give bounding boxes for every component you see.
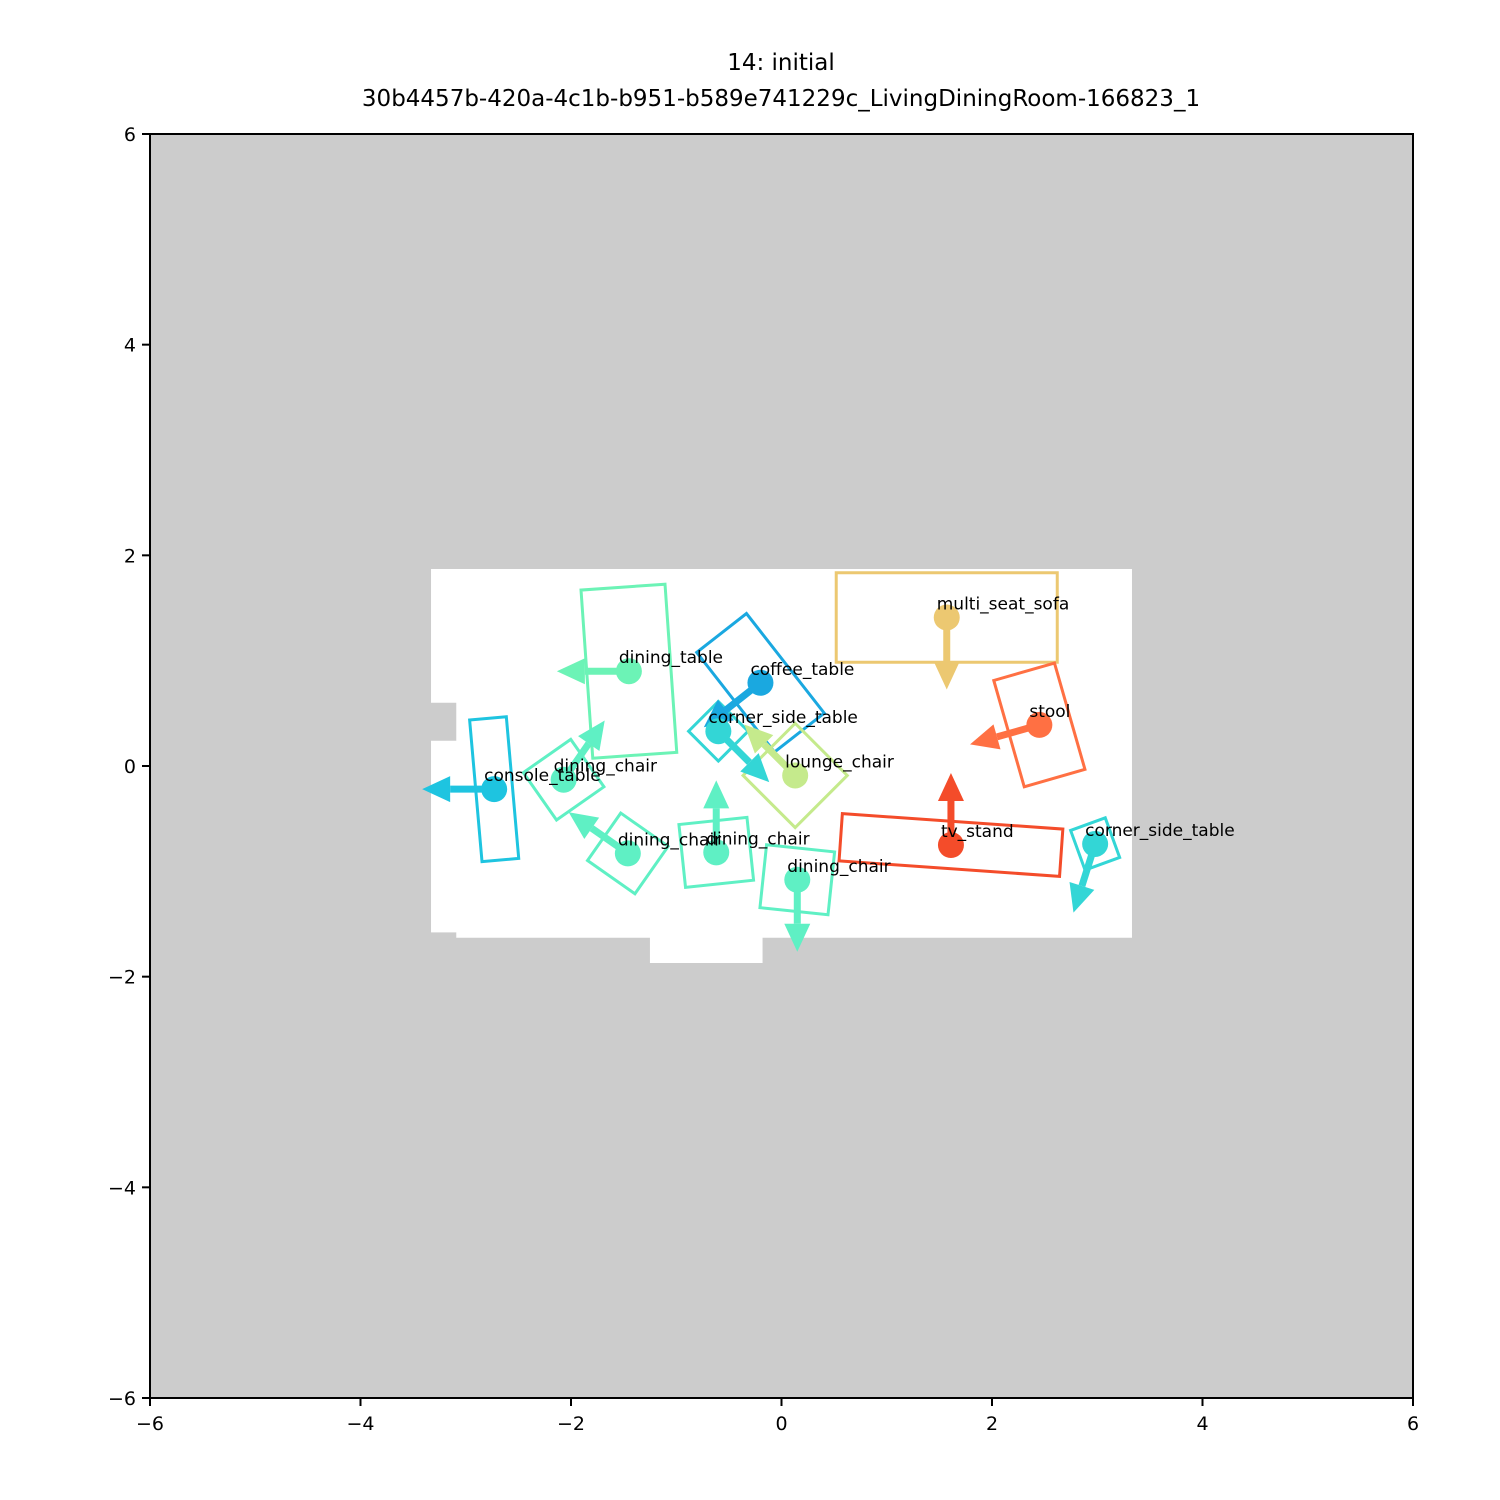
- multi-seat-sofa-box: [834, 571, 1059, 664]
- tv-stand-arrow-head: [937, 773, 964, 801]
- stool-box: [991, 661, 1087, 789]
- dining-chair-arrow-head: [784, 923, 811, 952]
- x-tick-label: 0: [775, 1413, 787, 1435]
- dining-chair-arrow-head: [578, 720, 605, 751]
- corner-side-table-arrow-head: [740, 753, 770, 783]
- object-markers: [422, 604, 1109, 952]
- y-tick-label: 4: [124, 335, 136, 357]
- multi-seat-sofa-label: multi_seat_sofa: [937, 594, 1070, 614]
- corner-side-table-box: [1068, 815, 1122, 872]
- dining-table-label: dining_table: [619, 648, 723, 668]
- lounge-chair-label: lounge_chair: [785, 752, 894, 772]
- y-tick-label: 0: [124, 756, 136, 778]
- dining-chair-label: dining_chair: [787, 857, 890, 877]
- multi-seat-sofa-center-point: [933, 604, 960, 631]
- chart-title: 14: initial: [727, 50, 835, 76]
- tv-stand-box: [837, 812, 1065, 878]
- console-table-box: [468, 715, 521, 864]
- dining-chair-center-point: [703, 839, 730, 866]
- objects-layer: multi_seat_sofa dining_table coffee_tablec…: [422, 571, 1235, 952]
- dining-chair-box: [521, 737, 607, 823]
- dining-chair-arrow-head: [568, 812, 600, 839]
- coffee-table-center-point: [747, 669, 774, 696]
- console-table-arrow-head: [422, 776, 451, 803]
- dining-chair-center-point: [784, 866, 811, 893]
- y-tick-label: 6: [124, 124, 136, 146]
- x-tick-label: −2: [557, 1413, 585, 1435]
- axes: −6 −4 −2 0 2 4 6 −6 −4 −2 0 2 4 6: [108, 124, 1419, 1435]
- y-tick-label: −2: [108, 967, 136, 989]
- coffee-table-box: [694, 611, 827, 755]
- tv-stand-label: tv_stand: [941, 822, 1014, 842]
- stool-arrow-head: [970, 724, 1001, 750]
- dining-chair-label: dining_chair: [706, 829, 809, 849]
- corner-side-table-label: corner_side_table: [1085, 821, 1235, 841]
- dining-chair-box: [758, 843, 837, 917]
- dining-chair-box: [585, 810, 671, 896]
- dining-table-box: [579, 582, 679, 760]
- y-tick-label: −6: [108, 1388, 136, 1410]
- lounge-chair-arrow-head: [744, 724, 774, 754]
- plot-area: multi_seat_sofa dining_table coffee_tablec…: [149, 133, 1414, 1399]
- stool-label: stool: [1029, 702, 1070, 722]
- lounge-chair-center-point: [782, 762, 809, 789]
- console-table-center-point: [481, 776, 508, 803]
- dining-chair-center-point: [550, 766, 577, 793]
- coffee-table-label: coffee_table: [750, 660, 854, 680]
- object-labels: multi_seat_sofa dining_table coffee_tablec…: [484, 594, 1235, 876]
- dining-chair-box: [677, 815, 756, 890]
- x-tick-label: 4: [1196, 1413, 1208, 1435]
- dining-chair-center-point: [614, 840, 641, 867]
- y-tick-label: 2: [124, 545, 136, 567]
- corner-side-table-arrow-head: [1069, 881, 1095, 913]
- dining-chair-label: dining_chair: [618, 830, 721, 850]
- console-table-label: console_table: [484, 766, 601, 786]
- dining-table-arrow-head: [556, 658, 585, 685]
- tv-stand-center-point: [937, 832, 964, 858]
- corner-side-table-center-point: [705, 718, 732, 745]
- dining-table-center-point: [615, 658, 642, 685]
- dining-chair-label: dining_chair: [554, 757, 657, 777]
- dining-chair-arrow-head: [703, 780, 730, 809]
- x-tick-label: −6: [136, 1413, 164, 1435]
- x-tick-label: 6: [1407, 1413, 1419, 1435]
- chart-subtitle: 30b4457b-420a-4c1b-b951-b589e741229c_Liv…: [362, 86, 1200, 112]
- corner-side-table-center-point: [1082, 830, 1109, 857]
- x-tick-label: 2: [986, 1413, 998, 1435]
- object-boxes: [468, 571, 1122, 917]
- corner-side-table-label: corner_side_table: [708, 708, 858, 728]
- y-tick-label: −4: [108, 1177, 136, 1199]
- lounge-chair-box: [740, 721, 850, 830]
- x-tick-label: −4: [346, 1413, 374, 1435]
- multi-seat-sofa-arrow-head: [933, 661, 960, 690]
- stool-center-point: [1026, 711, 1053, 738]
